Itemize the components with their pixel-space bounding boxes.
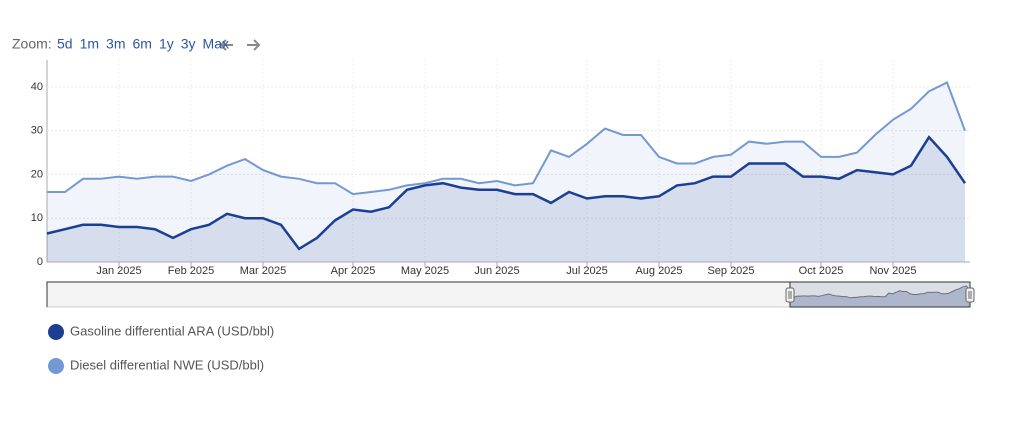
y-tick-label: 0 <box>37 256 43 268</box>
y-tick-label: 10 <box>31 212 43 224</box>
legend-label[interactable]: Diesel differential NWE (USD/bbl) <box>70 357 264 372</box>
x-tick-label: Feb 2025 <box>168 265 214 277</box>
x-tick-label: May 2025 <box>401 265 449 277</box>
navigator-handle[interactable] <box>785 287 795 303</box>
x-tick-label: Jul 2025 <box>566 265 608 277</box>
zoom-button[interactable]: 1y <box>159 36 174 52</box>
zoom-button[interactable]: Max <box>203 36 229 52</box>
x-tick-label: Aug 2025 <box>635 265 682 277</box>
zoom-button[interactable]: 3y <box>181 36 196 52</box>
x-tick-label: Mar 2025 <box>240 265 286 277</box>
x-tick-label: Jun 2025 <box>474 265 519 277</box>
x-tick-label: Sep 2025 <box>707 265 754 277</box>
legend-marker[interactable] <box>48 324 64 340</box>
series-line <box>46 135 967 251</box>
navigator-selection <box>789 281 971 308</box>
series-area <box>47 137 965 262</box>
zoom-button[interactable]: 5d <box>57 36 73 52</box>
x-tick-label: Apr 2025 <box>331 265 376 277</box>
y-tick-label: 20 <box>31 168 43 180</box>
series-area <box>47 82 965 262</box>
zoom-button[interactable]: 1m <box>80 36 99 52</box>
y-tick-label: 40 <box>31 81 43 93</box>
forward-arrow[interactable] <box>247 39 261 51</box>
x-tick-label: Jan 2025 <box>96 265 141 277</box>
navigator-handle[interactable] <box>965 287 975 303</box>
series-line <box>47 81 966 196</box>
x-tick-label: Oct 2025 <box>799 265 844 277</box>
legend-label[interactable]: Gasoline differential ARA (USD/bbl) <box>70 323 274 338</box>
x-tick-label: Nov 2025 <box>869 265 916 277</box>
zoom-button[interactable]: 6m <box>132 36 151 52</box>
back-arrow[interactable] <box>219 39 233 51</box>
zoom-label: Zoom: <box>12 36 52 52</box>
navigator-outside <box>46 281 790 307</box>
navigator-series <box>789 285 971 308</box>
legend-marker[interactable] <box>48 358 64 374</box>
zoom-button[interactable]: 3m <box>106 36 125 52</box>
y-tick-label: 30 <box>31 125 43 137</box>
